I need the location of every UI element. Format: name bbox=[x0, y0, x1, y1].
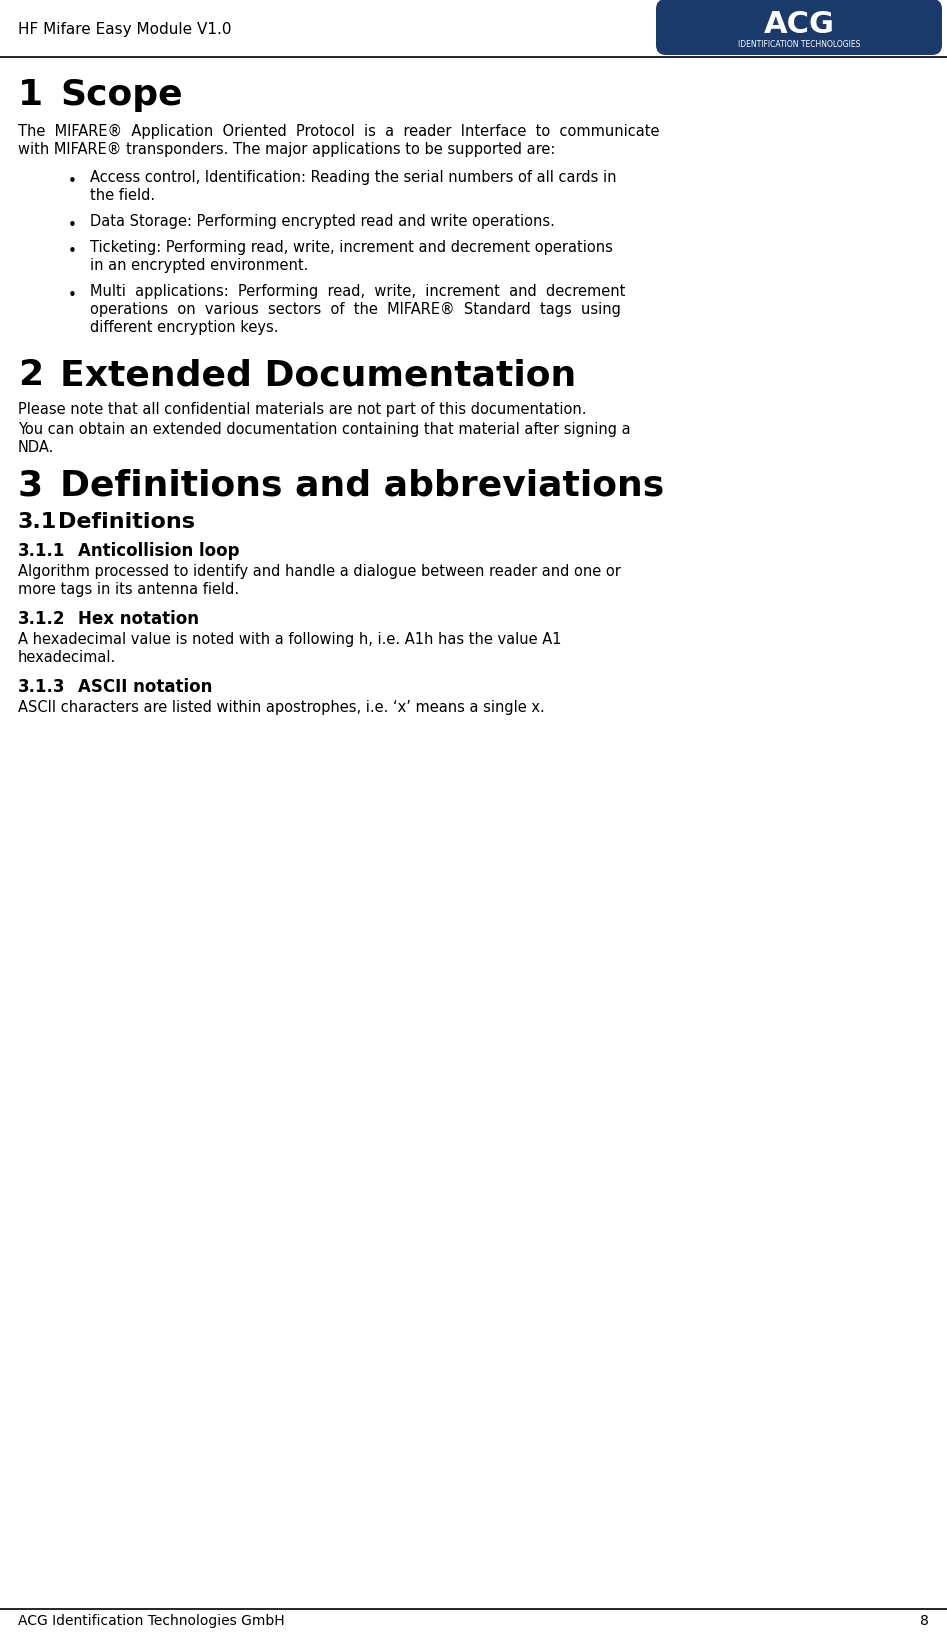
Text: Access control, Identification: Reading the serial numbers of all cards in: Access control, Identification: Reading … bbox=[90, 170, 616, 184]
Text: different encryption keys.: different encryption keys. bbox=[90, 320, 278, 335]
Text: Please note that all confidential materials are not part of this documentation.: Please note that all confidential materi… bbox=[18, 401, 586, 416]
Text: You can obtain an extended documentation containing that material after signing : You can obtain an extended documentation… bbox=[18, 421, 631, 437]
Text: the field.: the field. bbox=[90, 188, 155, 202]
Text: Definitions and abbreviations: Definitions and abbreviations bbox=[60, 468, 664, 501]
Text: •: • bbox=[67, 175, 77, 189]
Text: •: • bbox=[67, 217, 77, 233]
Text: ASCII notation: ASCII notation bbox=[78, 677, 212, 695]
Text: Definitions: Definitions bbox=[58, 512, 195, 532]
Text: with MIFARE® transponders. The major applications to be supported are:: with MIFARE® transponders. The major app… bbox=[18, 142, 555, 157]
Text: Algorithm processed to identify and handle a dialogue between reader and one or: Algorithm processed to identify and hand… bbox=[18, 563, 621, 579]
Text: 3: 3 bbox=[18, 468, 44, 501]
Text: 1: 1 bbox=[18, 78, 44, 113]
Text: •: • bbox=[67, 243, 77, 259]
Text: Hex notation: Hex notation bbox=[78, 610, 199, 628]
Text: ACG: ACG bbox=[763, 10, 834, 39]
Text: hexadecimal.: hexadecimal. bbox=[18, 650, 116, 664]
Text: HF Mifare Easy Module V1.0: HF Mifare Easy Module V1.0 bbox=[18, 21, 231, 38]
Text: Extended Documentation: Extended Documentation bbox=[60, 357, 577, 392]
Text: Anticollision loop: Anticollision loop bbox=[78, 542, 240, 560]
Text: ASCII characters are listed within apostrophes, i.e. ‘x’ means a single x.: ASCII characters are listed within apost… bbox=[18, 700, 545, 715]
Text: 3.1.1: 3.1.1 bbox=[18, 542, 65, 560]
Text: The  MIFARE®  Application  Oriented  Protocol  is  a  reader  Interface  to  com: The MIFARE® Application Oriented Protoco… bbox=[18, 124, 659, 139]
Text: 3.1.2: 3.1.2 bbox=[18, 610, 65, 628]
Text: in an encrypted environment.: in an encrypted environment. bbox=[90, 258, 309, 273]
Text: ACG Identification Technologies GmbH: ACG Identification Technologies GmbH bbox=[18, 1612, 285, 1627]
Text: 2: 2 bbox=[18, 357, 44, 392]
Text: NDA.: NDA. bbox=[18, 439, 54, 455]
Text: 8: 8 bbox=[920, 1612, 929, 1627]
Text: Data Storage: Performing encrypted read and write operations.: Data Storage: Performing encrypted read … bbox=[90, 214, 555, 228]
Text: 3.1: 3.1 bbox=[18, 512, 57, 532]
Text: A hexadecimal value is noted with a following h, i.e. A1h has the value A1: A hexadecimal value is noted with a foll… bbox=[18, 632, 562, 646]
Text: Multi  applications:  Performing  read,  write,  increment  and  decrement: Multi applications: Performing read, wri… bbox=[90, 284, 625, 299]
Text: IDENTIFICATION TECHNOLOGIES: IDENTIFICATION TECHNOLOGIES bbox=[738, 39, 860, 49]
Text: Ticketing: Performing read, write, increment and decrement operations: Ticketing: Performing read, write, incre… bbox=[90, 240, 613, 255]
Text: Scope: Scope bbox=[60, 78, 183, 113]
Text: •: • bbox=[67, 287, 77, 304]
Text: more tags in its antenna field.: more tags in its antenna field. bbox=[18, 581, 240, 597]
Text: operations  on  various  sectors  of  the  MIFARE®  Standard  tags  using: operations on various sectors of the MIF… bbox=[90, 302, 621, 317]
Text: 3.1.3: 3.1.3 bbox=[18, 677, 65, 695]
FancyBboxPatch shape bbox=[656, 0, 942, 55]
